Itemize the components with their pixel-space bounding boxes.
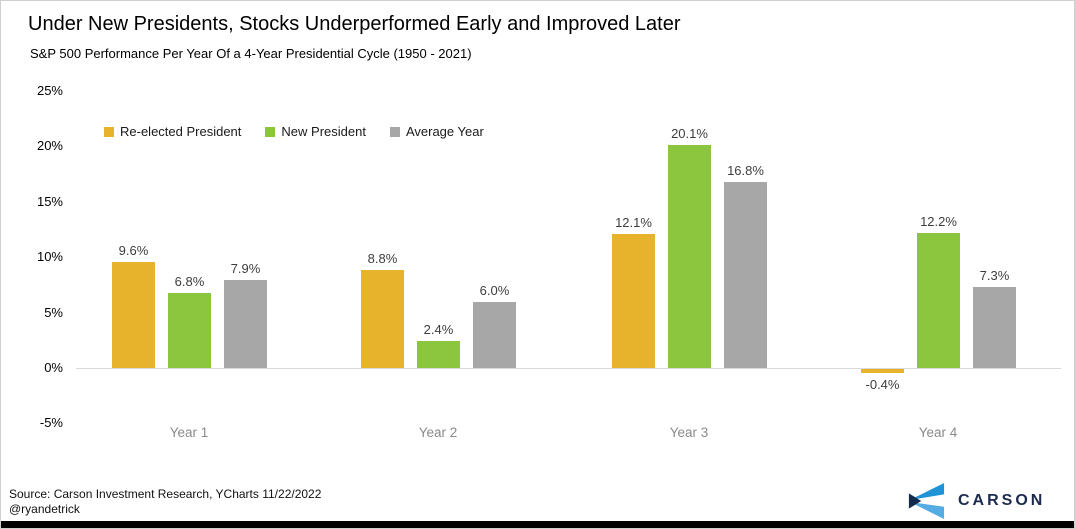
legend-label: New President <box>281 124 366 139</box>
y-axis-tick: 0% <box>44 360 63 375</box>
bar-value-label: 7.9% <box>230 261 261 276</box>
carson-logo-text: CARSON <box>958 492 1046 509</box>
legend-item-reelected-president: Re-elected President <box>104 124 241 139</box>
bar-value-label: 20.1% <box>671 126 708 141</box>
bar-re-elected-president-year-1 <box>112 262 155 368</box>
bar-value-label: 8.8% <box>367 251 398 266</box>
x-axis-category-label: Year 1 <box>169 425 209 440</box>
bar-value-label: 7.3% <box>979 268 1010 283</box>
bar-new-president-year-1 <box>168 293 211 368</box>
bar-value-label: 16.8% <box>727 163 764 178</box>
bar-new-president-year-4 <box>917 233 960 368</box>
bar-average-year-year-3 <box>724 182 767 368</box>
source-block: Source: Carson Investment Research, YCha… <box>9 487 321 517</box>
legend-item-average-year: Average Year <box>389 124 484 139</box>
legend-label: Average Year <box>405 124 484 139</box>
bar-value-label: 2.4% <box>423 322 454 337</box>
bar-re-elected-president-year-2 <box>361 270 404 368</box>
bar-value-label: 12.2% <box>920 214 957 229</box>
y-axis-tick: 15% <box>36 194 63 209</box>
y-axis-tick: 10% <box>36 249 63 264</box>
y-axis-tick: 20% <box>36 138 63 153</box>
bar-re-elected-president-year-4 <box>861 369 904 373</box>
bar-value-label: 6.8% <box>174 274 205 289</box>
chart-title: Under New Presidents, Stocks Underperfor… <box>28 13 681 35</box>
bar-value-label: -0.4% <box>865 377 900 392</box>
chart-subtitle: S&P 500 Performance Per Year Of a 4-Year… <box>30 46 472 61</box>
x-axis-category-label: Year 2 <box>418 425 458 440</box>
author-handle: @ryandetrick <box>9 502 80 516</box>
bar-new-president-year-2 <box>417 341 460 368</box>
legend: Re-elected President New President Avera… <box>104 124 484 139</box>
x-axis-category-label: Year 3 <box>669 425 709 440</box>
y-axis-tick: -5% <box>39 415 63 430</box>
y-axis-tick: 25% <box>36 83 63 98</box>
bottom-bar <box>1 521 1074 528</box>
source-text: Source: Carson Investment Research, YCha… <box>9 487 322 501</box>
legend-swatch-new-president <box>265 126 276 137</box>
bar-re-elected-president-year-3 <box>612 234 655 368</box>
x-axis-category-label: Year 4 <box>918 425 958 440</box>
carson-logo-icon <box>908 482 945 520</box>
bar-average-year-year-1 <box>224 280 267 368</box>
legend-swatch-average-year <box>389 126 400 137</box>
bar-average-year-year-2 <box>473 302 516 368</box>
bar-value-label: 9.6% <box>118 243 149 258</box>
bar-average-year-year-4 <box>973 287 1016 368</box>
bar-value-label: 12.1% <box>615 215 652 230</box>
carson-logo: CARSON <box>907 482 1045 520</box>
legend-item-new-president: New President <box>265 124 366 139</box>
y-axis-tick: 5% <box>44 305 63 320</box>
bar-value-label: 6.0% <box>479 283 510 298</box>
legend-label: Re-elected President <box>120 124 242 139</box>
bar-new-president-year-3 <box>668 145 711 368</box>
legend-swatch-reelected <box>104 126 114 137</box>
zero-gridline <box>76 368 1061 369</box>
